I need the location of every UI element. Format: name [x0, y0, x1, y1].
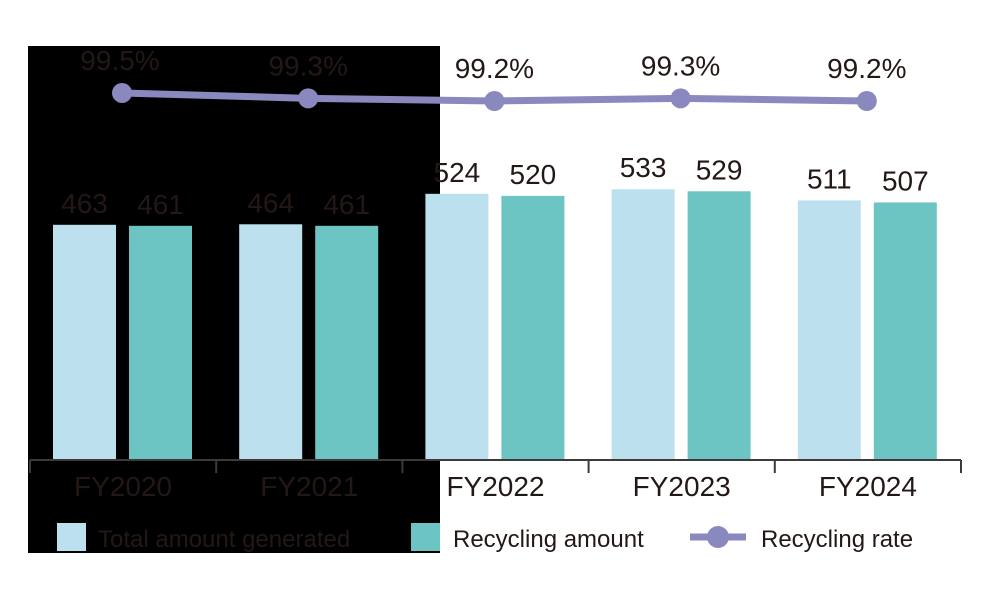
value-label-total-FY2022: 524 [434, 157, 481, 188]
recycling-rate-marker-FY2021 [298, 88, 319, 109]
legend-swatch-recycling [411, 523, 440, 551]
rate-label-FY2021: 99.3% [268, 50, 347, 81]
legend-label-total: Total amount generated [98, 526, 350, 553]
legend-marker-rate [707, 526, 729, 548]
x-tick-label-FY2021: FY2021 [260, 471, 358, 502]
value-label-recycling-FY2024: 507 [882, 165, 929, 196]
value-label-recycling-FY2023: 529 [696, 154, 743, 185]
bar-total-FY2021 [239, 224, 303, 460]
value-label-total-FY2023: 533 [620, 152, 667, 183]
recycling-rate-marker-FY2022 [484, 91, 505, 111]
bar-total-FY2022 [425, 193, 489, 461]
x-tick-label-FY2024: FY2024 [819, 471, 917, 502]
value-label-total-FY2021: 464 [247, 187, 294, 218]
value-label-recycling-FY2020: 461 [137, 189, 184, 220]
bar-recycling-FY2024 [873, 202, 937, 460]
x-tick-label-FY2020: FY2020 [74, 471, 172, 502]
bar-recycling-FY2021 [315, 225, 379, 460]
bar-recycling-FY2023 [687, 191, 751, 460]
recycling-rate-marker-FY2023 [670, 88, 691, 109]
legend-label-recycling: Recycling amount [453, 526, 644, 553]
rate-label-FY2020: 99.5% [80, 45, 159, 76]
legend-swatch-total [57, 523, 86, 551]
recycling-rate-marker-FY2020 [112, 82, 132, 103]
bar-total-FY2023 [611, 189, 675, 460]
x-tick-label-FY2022: FY2022 [446, 471, 544, 502]
rate-label-FY2023: 99.3% [641, 50, 720, 81]
value-label-recycling-FY2021: 461 [323, 189, 370, 220]
value-label-total-FY2020: 463 [61, 188, 108, 219]
bar-recycling-FY2020 [129, 225, 192, 460]
value-label-total-FY2024: 511 [807, 163, 852, 194]
value-label-recycling-FY2022: 520 [510, 159, 557, 190]
recycling-rate-marker-FY2024 [856, 91, 877, 111]
bar-recycling-FY2022 [501, 195, 565, 460]
rate-label-FY2022: 99.2% [455, 53, 534, 84]
bar-total-FY2020 [53, 224, 116, 460]
rate-label-FY2024: 99.2% [827, 53, 906, 84]
legend-label-rate: Recycling rate [761, 526, 913, 553]
bar-total-FY2024 [797, 200, 861, 461]
x-tick-label-FY2023: FY2023 [633, 471, 731, 502]
